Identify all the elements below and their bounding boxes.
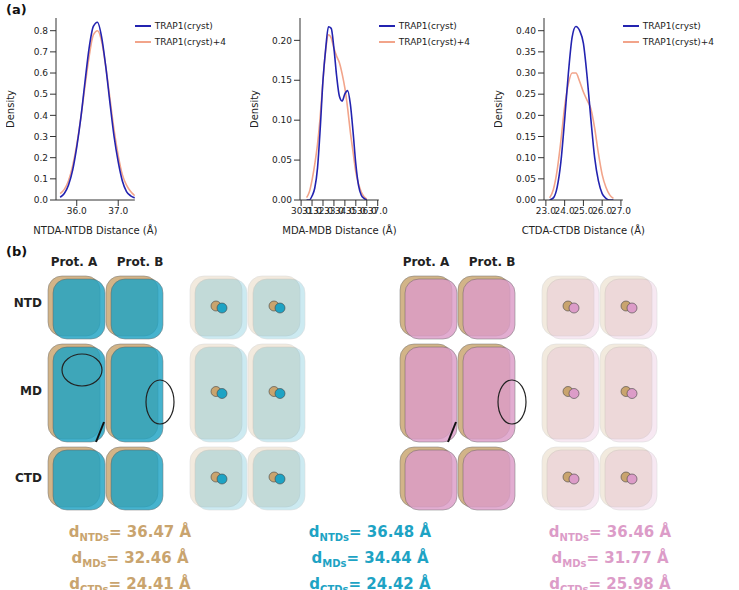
- svg-text:0.05: 0.05: [516, 174, 536, 184]
- svg-text:0.25: 0.25: [516, 89, 536, 99]
- svg-text:0.8: 0.8: [34, 26, 49, 36]
- svg-text:0.30: 0.30: [516, 68, 536, 78]
- svg-text:37.0: 37.0: [368, 206, 388, 216]
- svg-text:0.10: 0.10: [516, 153, 536, 163]
- html-text:dMDs= 34.44 Å: dMDs= 34.44 Å: [311, 549, 429, 569]
- svg-text:23.0: 23.0: [536, 206, 556, 216]
- svg-text:CTD: CTD: [15, 471, 42, 485]
- svg-text:0.20: 0.20: [272, 36, 292, 46]
- svg-text:Prot. A: Prot. A: [403, 255, 450, 269]
- svg-text:0.5: 0.5: [34, 89, 48, 99]
- svg-text:NTD: NTD: [14, 296, 42, 310]
- svg-text:0.6: 0.6: [34, 68, 49, 78]
- html-text:TRAP1(cryst)+4: TRAP1(cryst)+4: [154, 36, 226, 47]
- html-text:dNTDs= 36.46 Å: dNTDs= 36.46 Å: [548, 523, 672, 543]
- html-text:TRAP1(cryst): TRAP1(cryst): [398, 20, 457, 31]
- html-text:TRAP1(cryst)+4: TRAP1(cryst)+4: [398, 36, 470, 47]
- svg-text:0.20: 0.20: [516, 111, 536, 121]
- svg-text:0.10: 0.10: [272, 115, 292, 125]
- svg-text:Density: Density: [6, 90, 16, 128]
- svg-text:26.0: 26.0: [592, 206, 612, 216]
- html-text:dMDs= 31.77 Å: dMDs= 31.77 Å: [551, 549, 669, 569]
- svg-text:0.15: 0.15: [272, 75, 292, 85]
- html-text:TRAP1(cryst)+4: TRAP1(cryst)+4: [642, 36, 714, 47]
- html-text:(a): (a): [6, 2, 27, 17]
- svg-text:37.0: 37.0: [108, 206, 128, 216]
- svg-text:0.40: 0.40: [516, 26, 536, 36]
- svg-text:0.35: 0.35: [516, 47, 536, 57]
- svg-text:NTDA-NTDB Distance (Å): NTDA-NTDB Distance (Å): [33, 224, 157, 236]
- html-text:(b): (b): [6, 244, 28, 259]
- svg-text:MD: MD: [20, 384, 42, 398]
- svg-text:0.7: 0.7: [34, 47, 48, 57]
- html-text:dNTDs= 36.48 Å: dNTDs= 36.48 Å: [308, 523, 432, 543]
- svg-text:Density: Density: [250, 90, 260, 128]
- html-text:dNTDs= 36.47 Å: dNTDs= 36.47 Å: [68, 523, 192, 543]
- svg-text:0.00: 0.00: [516, 195, 536, 205]
- svg-text:25.0: 25.0: [573, 206, 593, 216]
- svg-text:0.00: 0.00: [272, 195, 292, 205]
- svg-text:27.0: 27.0: [611, 206, 631, 216]
- svg-text:0.3: 0.3: [34, 132, 48, 142]
- svg-text:24.0: 24.0: [555, 206, 575, 216]
- html-text:TRAP1(cryst): TRAP1(cryst): [642, 20, 701, 31]
- svg-text:MDA-MDB Distance (Å): MDA-MDB Distance (Å): [282, 224, 396, 236]
- svg-text:36.0: 36.0: [67, 206, 87, 216]
- svg-text:Prot. B: Prot. B: [117, 255, 164, 269]
- svg-text:Prot. B: Prot. B: [469, 255, 516, 269]
- svg-text:0.15: 0.15: [516, 132, 536, 142]
- svg-text:0.05: 0.05: [272, 155, 292, 165]
- svg-text:0.1: 0.1: [34, 174, 48, 184]
- svg-text:CTDA-CTDB Distance (Å): CTDA-CTDB Distance (Å): [522, 224, 645, 236]
- svg-text:Prot. A: Prot. A: [51, 255, 98, 269]
- svg-text:Density: Density: [494, 90, 504, 128]
- svg-text:0.0: 0.0: [34, 195, 49, 205]
- svg-text:0.4: 0.4: [34, 111, 49, 121]
- html-text:TRAP1(cryst): TRAP1(cryst): [154, 20, 213, 31]
- svg-text:0.2: 0.2: [34, 153, 48, 163]
- html-text:dMDs= 32.46 Å: dMDs= 32.46 Å: [71, 549, 189, 569]
